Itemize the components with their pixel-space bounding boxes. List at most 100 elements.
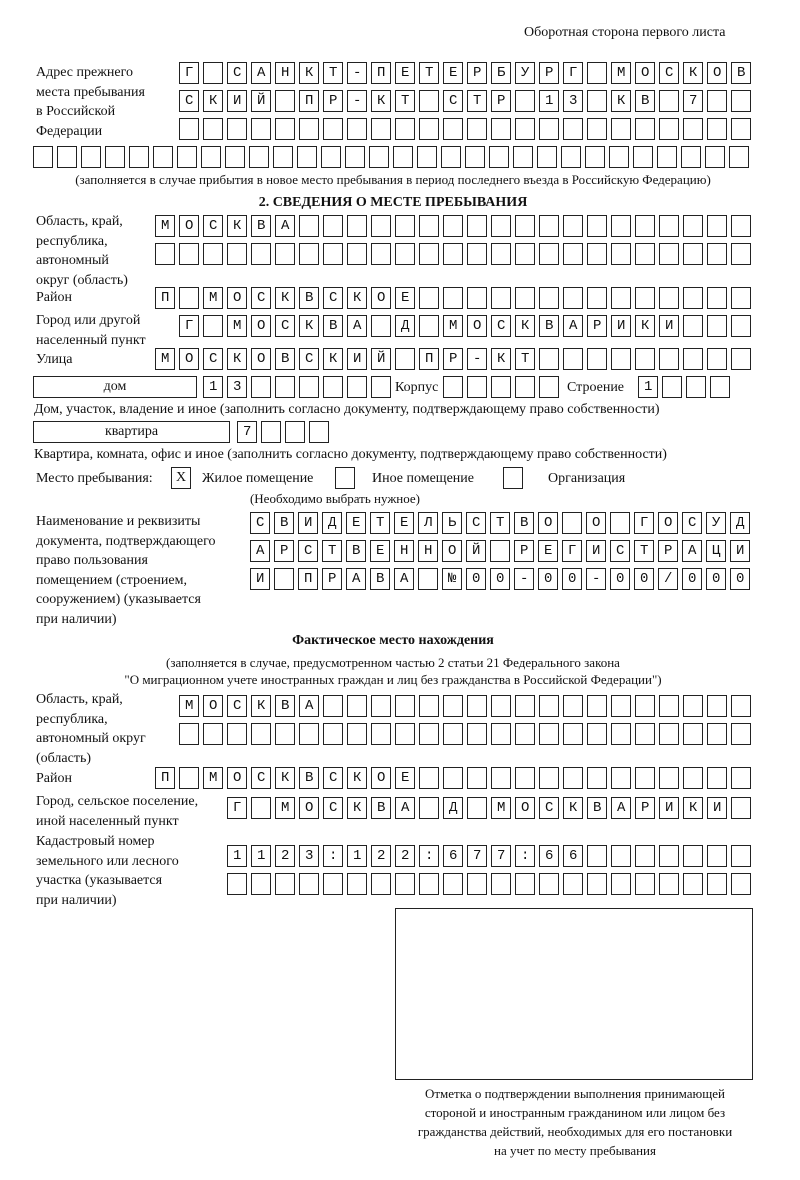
char-cell[interactable] xyxy=(105,146,125,168)
char-cell[interactable] xyxy=(659,873,679,895)
char-cell[interactable] xyxy=(539,845,559,867)
char-cell[interactable] xyxy=(491,873,511,895)
char-cell[interactable] xyxy=(275,243,295,265)
char-cell[interactable] xyxy=(683,62,703,84)
char-cell[interactable] xyxy=(683,767,703,789)
char-cell[interactable] xyxy=(658,512,678,534)
char-cell[interactable] xyxy=(659,767,679,789)
char-cell[interactable] xyxy=(251,695,271,717)
char-cell[interactable] xyxy=(321,146,341,168)
char-cell[interactable] xyxy=(371,62,391,84)
char-cell[interactable] xyxy=(659,315,679,337)
char-cell[interactable] xyxy=(662,376,682,398)
char-cell[interactable] xyxy=(395,90,415,112)
char-cell[interactable] xyxy=(587,845,607,867)
char-cell[interactable] xyxy=(299,767,319,789)
char-cell[interactable] xyxy=(370,512,390,534)
char-cell[interactable] xyxy=(323,287,343,309)
char-cell[interactable] xyxy=(731,243,751,265)
char-cell[interactable] xyxy=(707,797,727,819)
char-cell[interactable] xyxy=(347,62,367,84)
char-cell[interactable] xyxy=(275,215,295,237)
char-cell[interactable] xyxy=(682,512,702,534)
char-cell[interactable] xyxy=(155,287,175,309)
char-cell[interactable] xyxy=(346,540,366,562)
char-cell[interactable] xyxy=(707,873,727,895)
char-cell[interactable] xyxy=(563,215,583,237)
char-cell[interactable] xyxy=(227,723,247,745)
char-cell[interactable] xyxy=(309,421,329,443)
char-cell[interactable] xyxy=(273,146,293,168)
char-cell[interactable] xyxy=(659,90,679,112)
char-cell[interactable] xyxy=(634,512,654,534)
char-cell[interactable] xyxy=(491,215,511,237)
char-cell[interactable] xyxy=(563,118,583,140)
char-cell[interactable] xyxy=(729,146,749,168)
char-cell[interactable] xyxy=(587,315,607,337)
char-cell[interactable] xyxy=(611,845,631,867)
char-cell[interactable] xyxy=(491,348,511,370)
char-cell[interactable] xyxy=(706,540,726,562)
char-cell[interactable] xyxy=(323,695,343,717)
char-cell[interactable] xyxy=(443,797,463,819)
char-cell[interactable] xyxy=(227,243,247,265)
char-cell[interactable] xyxy=(395,118,415,140)
char-cell[interactable] xyxy=(298,540,318,562)
char-cell[interactable] xyxy=(203,767,223,789)
char-cell[interactable] xyxy=(515,797,535,819)
char-cell[interactable] xyxy=(203,315,223,337)
char-cell[interactable] xyxy=(275,767,295,789)
flat-type-field[interactable]: квартира xyxy=(33,421,230,443)
char-cell[interactable] xyxy=(179,767,199,789)
char-cell[interactable] xyxy=(299,348,319,370)
char-cell[interactable] xyxy=(299,118,319,140)
char-cell[interactable] xyxy=(731,797,751,819)
char-cell[interactable] xyxy=(539,723,559,745)
char-cell[interactable] xyxy=(323,315,343,337)
char-cell[interactable] xyxy=(298,512,318,534)
char-cell[interactable] xyxy=(659,797,679,819)
char-cell[interactable] xyxy=(683,90,703,112)
char-cell[interactable] xyxy=(611,215,631,237)
char-cell[interactable] xyxy=(563,873,583,895)
char-cell[interactable] xyxy=(347,215,367,237)
char-cell[interactable] xyxy=(633,146,653,168)
char-cell[interactable] xyxy=(395,695,415,717)
char-cell[interactable] xyxy=(347,90,367,112)
char-cell[interactable] xyxy=(707,287,727,309)
char-cell[interactable] xyxy=(251,118,271,140)
char-cell[interactable] xyxy=(683,797,703,819)
char-cell[interactable] xyxy=(443,62,463,84)
char-cell[interactable] xyxy=(227,873,247,895)
char-cell[interactable] xyxy=(274,540,294,562)
char-cell[interactable] xyxy=(563,695,583,717)
char-cell[interactable] xyxy=(443,845,463,867)
char-cell[interactable] xyxy=(467,287,487,309)
char-cell[interactable] xyxy=(611,118,631,140)
char-cell[interactable] xyxy=(466,568,486,590)
char-cell[interactable] xyxy=(227,845,247,867)
char-cell[interactable] xyxy=(203,215,223,237)
option-organization-checkbox[interactable] xyxy=(503,467,523,489)
char-cell[interactable] xyxy=(515,376,535,398)
char-cell[interactable] xyxy=(251,90,271,112)
char-cell[interactable] xyxy=(323,215,343,237)
char-cell[interactable] xyxy=(393,146,413,168)
char-cell[interactable] xyxy=(731,845,751,867)
char-cell[interactable] xyxy=(587,767,607,789)
char-cell[interactable] xyxy=(514,512,534,534)
char-cell[interactable] xyxy=(467,873,487,895)
char-cell[interactable] xyxy=(418,512,438,534)
char-cell[interactable] xyxy=(275,62,295,84)
char-cell[interactable] xyxy=(707,767,727,789)
char-cell[interactable] xyxy=(683,243,703,265)
char-cell[interactable] xyxy=(683,873,703,895)
char-cell[interactable] xyxy=(659,215,679,237)
char-cell[interactable] xyxy=(635,767,655,789)
char-cell[interactable] xyxy=(299,315,319,337)
char-cell[interactable] xyxy=(227,315,247,337)
char-cell[interactable] xyxy=(395,215,415,237)
char-cell[interactable] xyxy=(395,243,415,265)
char-cell[interactable] xyxy=(659,287,679,309)
char-cell[interactable] xyxy=(299,215,319,237)
